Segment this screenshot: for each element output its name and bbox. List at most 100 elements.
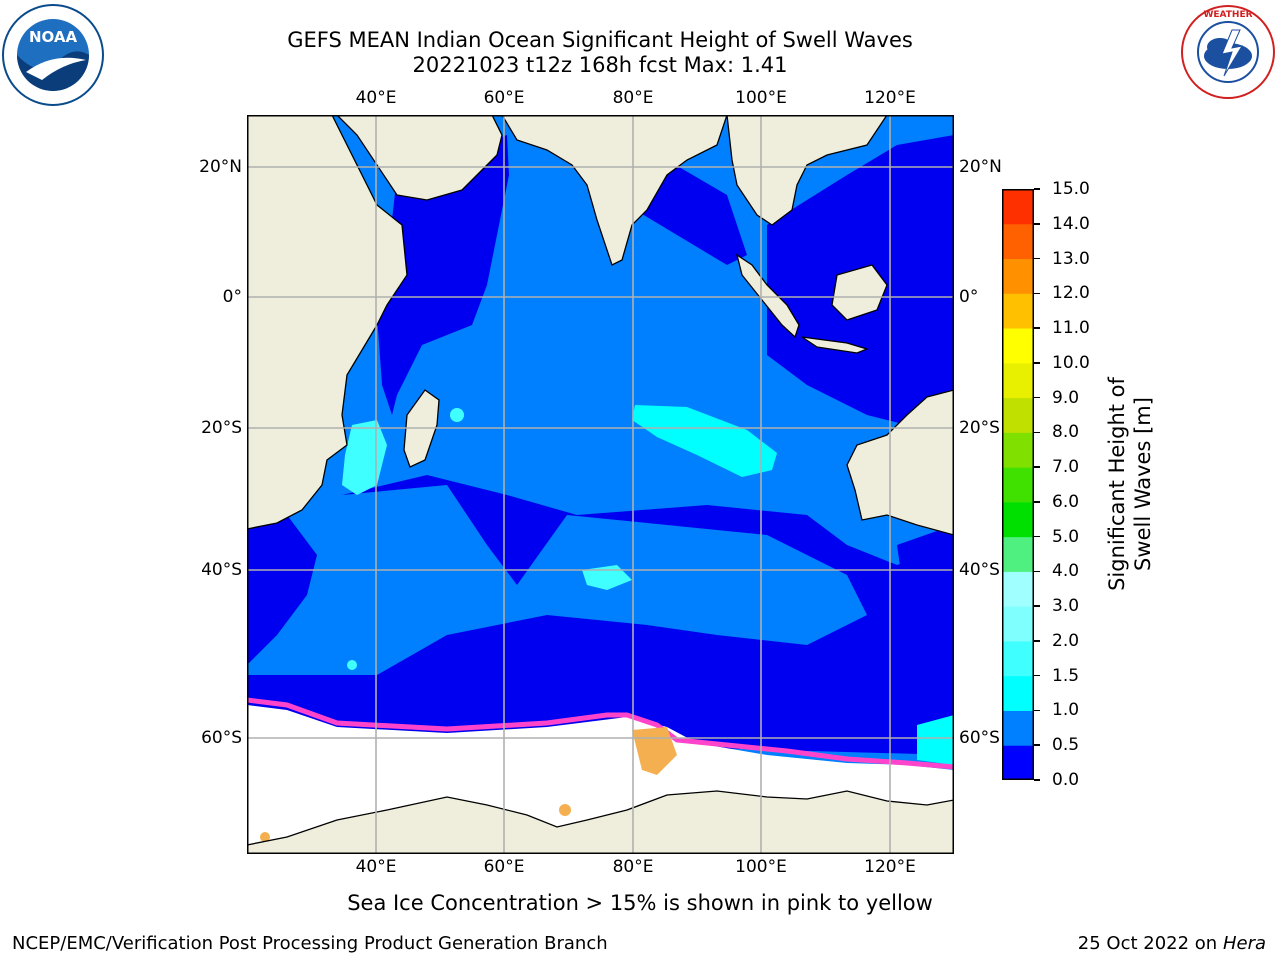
lon-tick-bottom-40: 40°E — [355, 857, 397, 877]
lon-tick-bottom-120: 120°E — [864, 857, 916, 877]
colorbar-svg — [1002, 189, 1034, 781]
land-antarctica — [247, 790, 954, 854]
colorbar-tick-label: 5.0 — [1052, 526, 1080, 547]
lon-tick-top-40: 40°E — [355, 88, 397, 108]
colorbar-tick-label: 13.0 — [1052, 248, 1090, 269]
map-grid — [247, 115, 954, 854]
swell-zone-high-southeast — [917, 715, 954, 765]
lat-tick-right-20s: 20°S — [959, 418, 1000, 438]
swell-spot-2 — [347, 660, 357, 670]
footer-left: NCEP/EMC/Verification Post Processing Pr… — [12, 933, 608, 954]
land-sumatra — [735, 253, 800, 339]
colorbar-segment — [1002, 536, 1034, 572]
colorbar-segment — [1002, 189, 1034, 225]
chart-title: GEFS MEAN Indian Ocean Significant Heigh… — [0, 28, 1200, 78]
colorbar-tick-label: 14.0 — [1052, 213, 1090, 234]
colorbar-tick-label: 0.0 — [1052, 770, 1080, 790]
swell-zone-low-north — [377, 135, 509, 415]
colorbar-tick-mark — [1034, 362, 1040, 364]
colorbar-frame — [1002, 189, 1034, 780]
lat-tick-right-40s: 40°S — [959, 560, 1000, 580]
lon-tick-top-60: 60°E — [483, 88, 525, 108]
colorbar-tick-label: 10.0 — [1052, 352, 1090, 373]
colorbar-tick-mark — [1034, 605, 1040, 607]
colorbar-tick-mark — [1034, 535, 1040, 538]
colorbar-tick-label: 3.0 — [1052, 596, 1080, 617]
lat-tick-right-60s: 60°S — [959, 728, 1000, 748]
land-india — [501, 115, 728, 266]
colorbar-tick-label: 8.0 — [1052, 422, 1080, 443]
svg-text:WEATHER: WEATHER — [1203, 10, 1252, 20]
sea-ice-yellow-patch — [632, 727, 677, 775]
colorbar-tick-mark — [1034, 744, 1040, 746]
swell-zone-low-south-west — [247, 515, 317, 665]
colorbar-segment — [1002, 397, 1034, 433]
colorbar-segment — [1002, 467, 1034, 503]
lon-tick-top-120: 120°E — [864, 88, 916, 108]
colorbar-segment — [1002, 675, 1034, 711]
colorbar-tick-label: 6.0 — [1052, 491, 1080, 512]
swell-zone-high-south — [582, 565, 632, 590]
lon-tick-bottom-80: 80°E — [612, 857, 654, 877]
noaa-logo: NOAA — [2, 4, 104, 106]
colorbar-tick-label: 0.5 — [1052, 735, 1080, 756]
swell-zone-high-central — [632, 405, 777, 477]
colorbar-segment — [1002, 501, 1034, 538]
sea-ice-edge — [247, 697, 954, 770]
colorbar-tick-label: 12.0 — [1052, 283, 1090, 304]
land-java — [801, 336, 869, 354]
land-southeast-asia — [726, 115, 888, 226]
colorbar-tick-mark — [1034, 709, 1040, 712]
colorbar-tick-label: 11.0 — [1052, 318, 1090, 339]
colorbar-tick-mark — [1034, 431, 1040, 434]
colorbar-tick-mark — [1034, 396, 1040, 399]
colorbar-segment — [1002, 293, 1034, 329]
lat-tick-left-60s: 60°S — [201, 728, 242, 748]
lon-tick-bottom-100: 100°E — [735, 857, 787, 877]
footer-machine: Hera — [1222, 933, 1266, 954]
colorbar-tick-mark — [1034, 640, 1040, 642]
lat-tick-left-20s: 20°S — [201, 418, 242, 438]
swell-zone-low-south — [247, 475, 954, 725]
colorbar-segment — [1002, 640, 1034, 677]
colorbar-tick-mark — [1034, 779, 1040, 781]
land-africa-arabia — [247, 115, 503, 530]
colorbar-tick-label: 1.0 — [1052, 700, 1080, 721]
lat-tick-left-40s: 40°S — [201, 560, 242, 580]
colorbar-tick-mark — [1034, 257, 1040, 260]
colorbar-tick-label: 7.0 — [1052, 457, 1080, 478]
colorbar-ticks: 0.0 0.5 1.0 1.5 2.0 3.0 4.0 5.0 6.0 7.0 8.0 9.0 10.0… — [1034, 179, 1104, 790]
title-line-2: 20221023 t12z 168h fcst Max: 1.41 — [412, 53, 788, 77]
lon-tick-bottom-60: 60°E — [483, 857, 525, 877]
colorbar-tick-label: 9.0 — [1052, 387, 1080, 408]
colorbar-segment — [1002, 223, 1034, 260]
lat-tick-left-0: 0° — [222, 287, 242, 307]
title-line-1: GEFS MEAN Indian Ocean Significant Heigh… — [287, 28, 913, 52]
colorbar-segment — [1002, 258, 1034, 294]
sea-ice-note: Sea Ice Concentration > 15% is shown in … — [347, 891, 933, 915]
lat-tick-right-20n: 20°N — [959, 157, 1002, 177]
map-panel — [247, 115, 954, 854]
footer-right: 25 Oct 2022 on Hera — [1078, 933, 1266, 954]
colorbar-segment — [1002, 328, 1034, 364]
lon-tick-top-100: 100°E — [735, 88, 787, 108]
colorbar-tick-label: 1.5 — [1052, 665, 1080, 686]
lat-tick-left-20n: 20°N — [199, 157, 242, 177]
colorbar-tick-label: 15.0 — [1052, 179, 1090, 199]
sea-ice-yellow-spot-2 — [559, 804, 571, 816]
colorbar-segment — [1002, 432, 1034, 468]
colorbar-tick-mark — [1034, 501, 1040, 503]
colorbar-tick-mark — [1034, 466, 1040, 468]
nws-logo: WEATHER — [1180, 4, 1276, 100]
colorbar-segment — [1002, 362, 1034, 399]
land-australia — [846, 389, 954, 536]
colorbar-tick-mark — [1034, 292, 1040, 295]
colorbar-tick-mark — [1034, 674, 1040, 677]
colorbar-segment — [1002, 571, 1034, 607]
colorbar-segment — [1002, 710, 1034, 746]
swell-zone-low-southeast — [897, 525, 954, 685]
land-borneo — [831, 264, 888, 321]
colorbar — [1002, 189, 1034, 781]
map-svg — [247, 115, 954, 854]
colorbar-tick-label: 2.0 — [1052, 630, 1080, 651]
